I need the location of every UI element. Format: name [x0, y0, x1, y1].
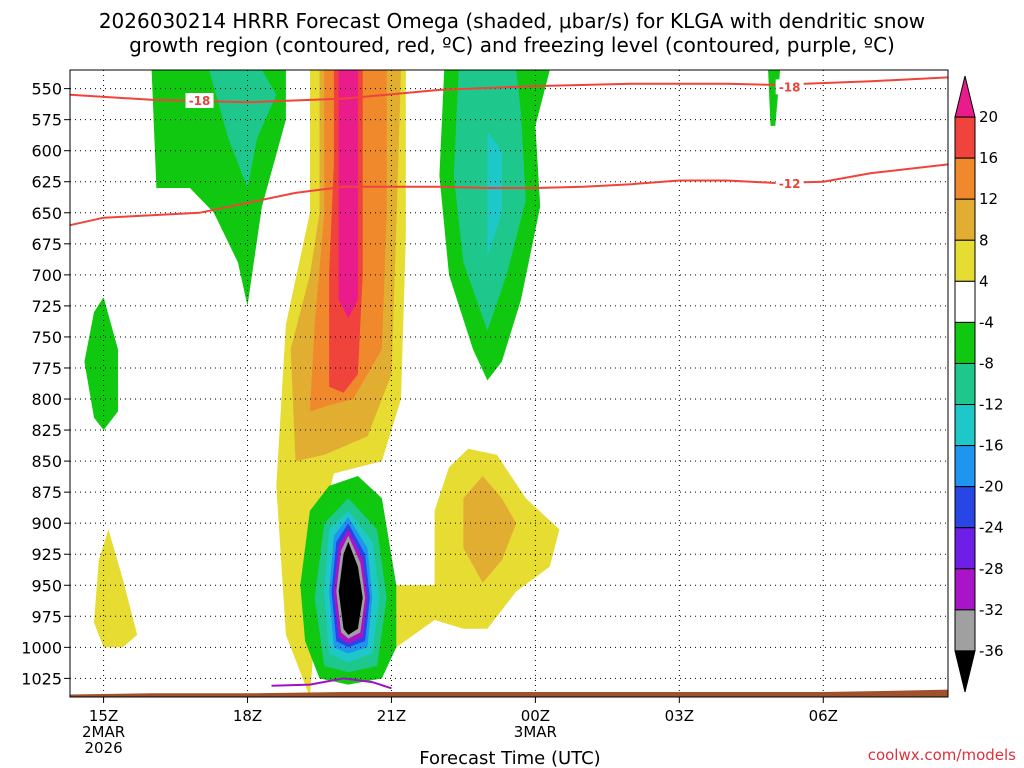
omega-region-pos-main-4	[338, 70, 358, 319]
omega-region-neg-spike-14	[768, 70, 781, 126]
omega-region-neg-lower-22	[338, 541, 363, 635]
isotherm-label-bg	[775, 176, 804, 192]
colorbar-label: -36	[979, 642, 1004, 660]
y-tick-label: 725	[31, 297, 62, 316]
colorbar-label: -20	[979, 478, 1004, 496]
colorbar-label: 20	[979, 108, 998, 126]
omega-region-pos-lower-6	[463, 476, 517, 583]
isotherm-label-bg	[775, 79, 804, 95]
y-tick-label: 900	[31, 514, 62, 533]
y-tick-label: 925	[31, 545, 62, 564]
chart-title-line2: growth region (contoured, red, ºC) and f…	[129, 33, 895, 57]
colorbar-swatch	[954, 362, 976, 406]
isotherm-label: -18	[189, 94, 211, 108]
freezing-level-contour	[271, 677, 392, 690]
y-tick-label: 875	[31, 483, 62, 502]
colorbar-swatch	[954, 609, 976, 652]
colorbar-label: -12	[979, 396, 1004, 414]
x-tick-label: 00Z	[521, 707, 550, 725]
pressure-axis: 550 575 600 625 650 675 700 725 750 775 800 825 850 8…	[21, 80, 70, 688]
y-tick-label: 1025	[21, 669, 62, 688]
omega-region-neg-left-mid-9	[209, 70, 277, 188]
omega-colorbar: 20 16 12 8 4 -4 -8 -12 -16 -20 -24 -28 -32 -36	[954, 75, 1004, 693]
x-tick-label: 18Z	[233, 707, 262, 725]
dendritic-growth-isotherms: -18 -18 -12	[69, 76, 949, 227]
x-tick-year: 2026	[84, 739, 122, 757]
omega-region-neg-right-12	[487, 132, 502, 257]
colorbar-label: -24	[979, 519, 1004, 537]
colorbar-swatch	[954, 568, 976, 611]
y-tick-label: 600	[31, 142, 62, 161]
isotherm-label-bg	[185, 93, 214, 109]
y-tick-label: 700	[31, 266, 62, 285]
plot-area-frame	[69, 69, 949, 698]
colorbar-label: -32	[979, 601, 1004, 619]
isotherm-label: -12	[779, 177, 801, 191]
y-tick-label: 975	[31, 607, 62, 626]
x-tick-label: 06Z	[809, 707, 838, 725]
colorbar-label: -16	[979, 437, 1004, 455]
y-tick-label: 775	[31, 359, 62, 378]
omega-shading	[84, 70, 781, 697]
y-tick-label: 575	[31, 111, 62, 130]
omega-region-neg-left-small-13	[84, 297, 118, 431]
x-tick-label: 03Z	[665, 707, 694, 725]
chart-title-line1: 2026030214 HRRR Forecast Omega (shaded, …	[99, 9, 925, 33]
colorbar-swatch	[954, 198, 976, 241]
y-tick-label: 800	[31, 390, 62, 409]
y-tick-label: 625	[31, 173, 62, 192]
credit-text: coolwx.com/models	[868, 746, 1016, 764]
colorbar-swatch	[954, 280, 976, 323]
isotherm-contour	[69, 76, 949, 104]
colorbar-label: -4	[979, 313, 994, 331]
colorbar-swatch	[954, 157, 976, 200]
y-tick-label: 825	[31, 421, 62, 440]
ground-fill	[70, 689, 948, 697]
colorbar-top-arrow	[954, 75, 976, 118]
x-tick-date: 3MAR	[514, 723, 557, 741]
y-tick-label: 750	[31, 328, 62, 347]
isotherm-contour	[69, 163, 949, 227]
freezing-level-line	[271, 677, 392, 690]
omega-region-pos-left-7	[94, 529, 138, 648]
y-tick-label: 1000	[21, 638, 62, 657]
colorbar-label: 12	[979, 190, 998, 208]
x-tick-label: 15Z	[89, 707, 118, 725]
x-tick-label: 21Z	[377, 707, 406, 725]
y-tick-label: 950	[31, 576, 62, 595]
x-axis-label: Forecast Time (UTC)	[419, 748, 600, 768]
colorbar-swatch	[954, 116, 976, 159]
y-tick-label: 675	[31, 235, 62, 254]
colorbar-swatch	[954, 321, 976, 364]
colorbar-label: 4	[979, 272, 989, 290]
colorbar-swatch	[954, 527, 976, 570]
colorbar-swatch	[954, 404, 976, 447]
colorbar-label: -8	[979, 354, 994, 372]
colorbar-bottom-arrow	[954, 650, 976, 693]
y-tick-label: 650	[31, 204, 62, 223]
colorbar-label: -28	[979, 560, 1004, 578]
y-tick-label: 850	[31, 452, 62, 471]
colorbar-label: 16	[979, 149, 998, 167]
colorbar-swatch	[954, 239, 976, 282]
colorbar-swatch	[954, 486, 976, 529]
y-tick-label: 550	[31, 80, 62, 99]
x-tick-date: 2MAR	[82, 723, 125, 741]
colorbar-label: 8	[979, 231, 989, 249]
isotherm-label: -18	[779, 80, 801, 94]
ground-surface	[70, 689, 948, 697]
colorbar-swatch	[954, 445, 976, 488]
